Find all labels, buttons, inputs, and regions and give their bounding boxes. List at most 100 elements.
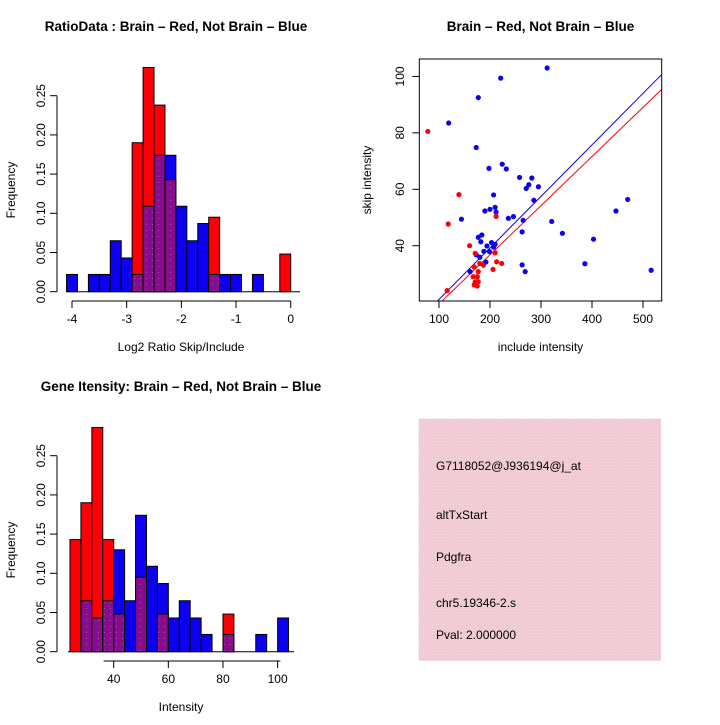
scatter-point-blue xyxy=(492,204,498,210)
scatter-point-blue xyxy=(516,174,523,181)
scatter-point-blue xyxy=(473,144,479,151)
scatter-point-red xyxy=(472,250,478,256)
scatter-point-blue xyxy=(481,248,487,254)
hist-bar-overlap xyxy=(91,617,104,653)
x-tick-label: -4 xyxy=(67,312,78,326)
scatter-point-blue xyxy=(458,216,465,222)
scatter-point-red xyxy=(456,192,462,198)
hist-bar-blue xyxy=(219,273,232,293)
x-tick-label: 80 xyxy=(216,672,230,686)
x-tick-label: 100 xyxy=(429,312,449,326)
scatter-point-blue xyxy=(535,184,542,190)
y-tick-label: 80 xyxy=(393,126,407,140)
hist-bar-overlap xyxy=(113,613,126,653)
scatter-point-blue xyxy=(544,65,550,71)
x-tick-label: 40 xyxy=(107,672,121,686)
x-tick-label: -1 xyxy=(231,312,242,326)
x-axis-title: Intensity xyxy=(159,700,204,714)
scatter-point-blue xyxy=(519,229,525,235)
info-line-2: Pdgfra xyxy=(436,550,472,564)
hist-bar-blue xyxy=(197,222,210,293)
scatter-point-blue xyxy=(486,249,493,255)
y-axis-title: Frequency xyxy=(4,162,18,219)
hist-bar-overlap xyxy=(156,613,169,653)
hist-bar-blue xyxy=(124,600,137,653)
scatter-point-blue xyxy=(490,192,497,198)
ratio-histogram-title: RatioData : Brain – Red, Not Brain – Blu… xyxy=(45,19,308,34)
scatter-point-blue xyxy=(486,165,492,172)
scatter-point-blue xyxy=(493,209,499,215)
hist-bar-overlap xyxy=(164,179,177,293)
x-tick-label: 500 xyxy=(633,312,653,326)
scatter-point-red xyxy=(425,128,431,135)
scatter-point-blue xyxy=(520,217,526,223)
scatter-point-red xyxy=(471,264,477,270)
hist-bar-overlap xyxy=(135,576,147,653)
scatter-point-red xyxy=(474,283,480,289)
x-tick-label: 100 xyxy=(268,672,288,686)
y-tick-label: 0.10 xyxy=(34,561,48,585)
hist-bar-blue xyxy=(98,273,111,293)
x-tick-label: 0 xyxy=(287,312,294,326)
y-tick-label: 0.10 xyxy=(34,201,48,225)
scatter-point-red xyxy=(475,269,481,275)
y-axis-title: skip intensity xyxy=(360,146,374,215)
hist-bar-blue xyxy=(66,273,78,293)
scatter-point-blue xyxy=(467,269,473,275)
scatter-point-red xyxy=(470,274,476,280)
hist-bar-overlap xyxy=(153,154,166,293)
hist-bar-overlap xyxy=(142,205,155,293)
x-tick-label: -2 xyxy=(176,312,187,326)
scatter-point-red xyxy=(445,221,451,227)
hist-bar-red xyxy=(131,142,144,293)
y-tick-label: 0.00 xyxy=(34,640,48,664)
gene-intensity-histogram-panel: 0.00 0.05 0.10 0.15 0.20 0.25 40 60 80 100 Gene It… xyxy=(4,379,322,714)
scatter-point-red xyxy=(493,213,499,219)
scatter-point-red xyxy=(492,250,498,256)
scatter-point-red xyxy=(467,243,473,249)
x-axis-title: include intensity xyxy=(498,340,583,354)
info-line-4: Pval: 2.000000 xyxy=(436,628,516,642)
scatter-point-blue xyxy=(559,230,566,236)
y-tick-label: 0.25 xyxy=(34,444,48,468)
scatter-point-blue xyxy=(479,232,485,238)
hist-bar-blue xyxy=(87,273,100,293)
hist-bar-blue xyxy=(189,617,202,653)
x-tick-label: 400 xyxy=(582,312,602,326)
x-tick-label: 300 xyxy=(531,312,551,326)
scatter-point-blue xyxy=(477,254,483,260)
ratio-histogram-panel: 0.00 0.05 0.10 0.15 0.20 0.25 -4 -3 -2 -1 0 RatioDa… xyxy=(4,19,308,354)
scatter-point-red xyxy=(475,279,481,285)
hist-bar-blue xyxy=(230,273,243,293)
scatter-point-blue xyxy=(475,94,481,101)
hist-bar-blue xyxy=(186,240,199,293)
scatter-point-blue xyxy=(484,243,490,249)
hist-bar-red xyxy=(69,539,82,653)
hist-bar-overlap xyxy=(208,273,221,293)
info-line-3: chr5.19346-2.s xyxy=(436,596,516,610)
y-tick-label: 40 xyxy=(393,239,407,253)
hist-bar-blue xyxy=(145,565,158,653)
info-line-1: altTxStart xyxy=(436,508,488,522)
scatter-point-blue xyxy=(531,197,537,203)
x-axis-title: Log2 Ratio Skip/Include xyxy=(118,340,245,354)
info-box xyxy=(418,418,661,661)
info-panel: G7118052@J936194@j_at altTxStart Pdgfra chr… xyxy=(418,418,661,661)
y-tick-label: 0.15 xyxy=(34,522,48,546)
scatter-point-blue xyxy=(482,208,488,214)
hist-bar-blue xyxy=(167,617,180,653)
hist-bar-blue xyxy=(277,617,290,653)
scatter-point-blue xyxy=(529,175,535,181)
y-tick-label: 0.15 xyxy=(34,162,48,186)
x-tick-label: 200 xyxy=(480,312,500,326)
hist-bar-red xyxy=(279,253,292,293)
scatter-point-blue xyxy=(590,236,597,242)
fit-line-blue xyxy=(437,73,662,301)
hist-bar-blue xyxy=(120,257,133,293)
intensity-scatter-title: Brain – Red, Not Brain – Blue xyxy=(447,19,635,34)
scatter-point-blue xyxy=(505,215,511,221)
y-tick-label: 0.00 xyxy=(34,280,48,304)
plot-box xyxy=(418,58,663,302)
scatter-point-blue xyxy=(522,269,528,275)
